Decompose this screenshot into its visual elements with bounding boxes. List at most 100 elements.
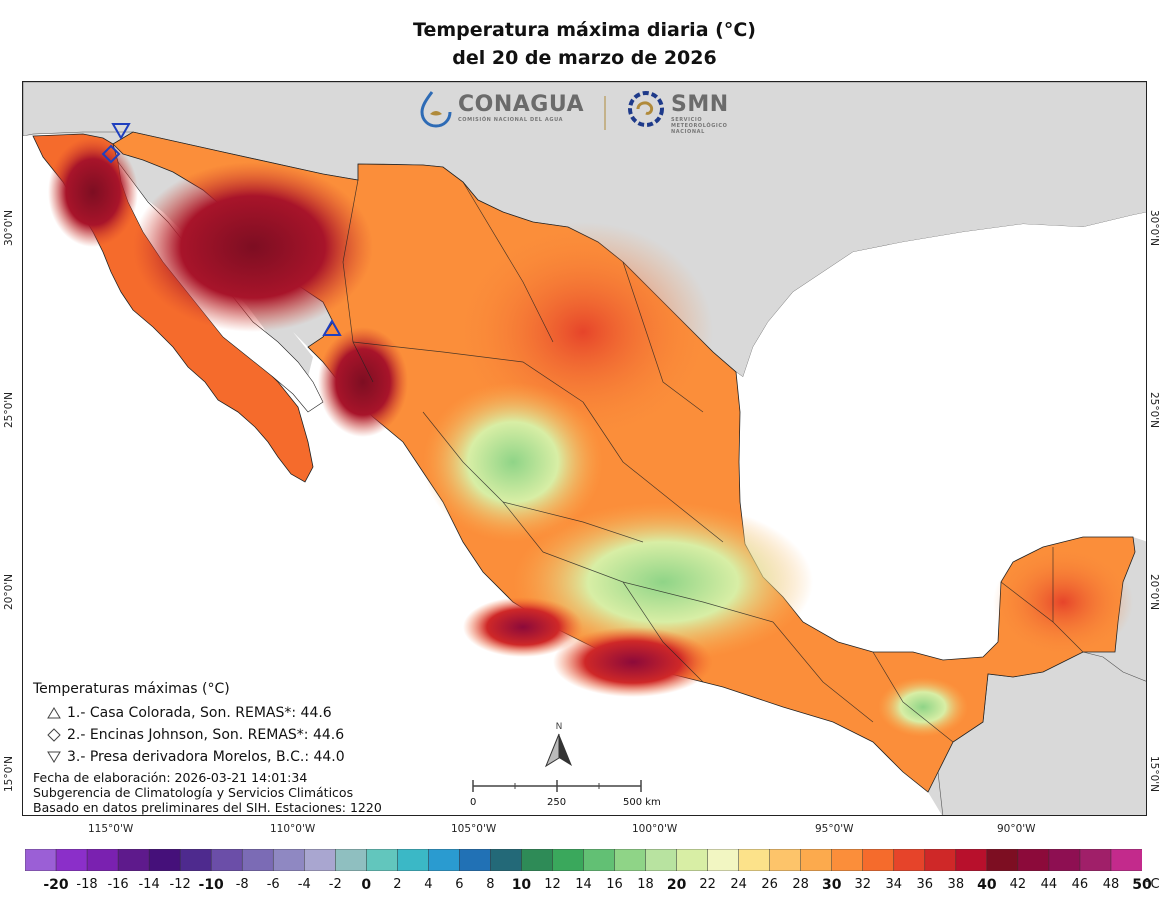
temperature-colorbar [25, 849, 1142, 871]
marker-1-triangle-up[interactable] [322, 318, 342, 336]
colorbar-label: 8 [486, 877, 495, 892]
lon-label-100: 100°0'W [632, 823, 678, 835]
diamond-icon [47, 728, 61, 742]
colorbar-swatch-21 [676, 849, 709, 871]
colorbar-label: -20 [43, 877, 69, 893]
colorbar-label: -14 [138, 877, 160, 892]
marker-2-diamond[interactable] [101, 144, 121, 164]
legend-item-3: 3.- Presa derivadora Morelos, B.C.: 44.0 [33, 746, 345, 768]
state-borders [342, 179, 1084, 743]
colorbar-label: -16 [107, 877, 129, 892]
triangle-down-icon [47, 751, 61, 763]
lat-left-15: 15°0'N [3, 755, 16, 793]
lat-right-25: 25°0'N [1148, 391, 1161, 429]
colorbar-swatch-1 [55, 849, 88, 871]
station-markers[interactable] [101, 123, 342, 336]
smn-subtitle-2: METEOROLÓGICO [671, 123, 728, 129]
marker-3-triangle-down[interactable] [111, 123, 131, 141]
colorbar-swatch-25 [800, 849, 833, 871]
lon-label-95: 95°0'W [815, 823, 854, 835]
legend-title: Temperaturas máximas (°C) [33, 681, 230, 697]
colorbar-label: -12 [169, 877, 191, 892]
colorbar-unit: °C [1144, 877, 1160, 892]
colorbar-label: 34 [885, 877, 903, 892]
colorbar-swatch-10 [335, 849, 368, 871]
colorbar-label: 10 [511, 877, 532, 893]
colorbar-swatch-16 [521, 849, 554, 871]
colorbar-label: 0 [361, 877, 372, 893]
colorbar-swatch-18 [583, 849, 616, 871]
lon-label-115: 115°0'W [88, 823, 134, 835]
legend-item-2-label: 2.- Encinas Johnson, Son. REMAS*: 44.6 [67, 727, 345, 743]
colorbar-label: 26 [761, 877, 778, 892]
lon-label-105: 105°0'W [451, 823, 497, 835]
hot-zone-baja-north [48, 137, 138, 247]
lon-label-110: 110°0'W [270, 823, 316, 835]
legend-item-1: 1.- Casa Colorada, Son. REMAS*: 44.6 [33, 702, 345, 724]
colorbar-label: -4 [297, 877, 311, 892]
colorbar-label: 22 [699, 877, 716, 892]
north-arrow: N [541, 722, 577, 772]
colorbar-swatch-13 [428, 849, 461, 871]
temperature-map[interactable] [23, 82, 1147, 816]
station-legend: Temperaturas máximas (°C) 1.- Casa Color… [33, 678, 345, 768]
colorbar-swatch-8 [272, 849, 306, 871]
colorbar-swatch-19 [614, 849, 647, 871]
colorbar-swatch-11 [366, 849, 399, 871]
legend-item-3-label: 3.- Presa derivadora Morelos, B.C.: 44.0 [67, 749, 345, 765]
lon-label-90: 90°0'W [997, 823, 1036, 835]
legend-item-2: 2.- Encinas Johnson, Son. REMAS*: 44.6 [33, 724, 345, 746]
hot-zone-sonora [133, 162, 373, 332]
conagua-logo-icon [420, 91, 452, 128]
colorbar-swatch-12 [397, 849, 430, 871]
colorbar-swatch-22 [707, 849, 740, 871]
colorbar-swatch-0 [25, 849, 57, 871]
colorbar-label: 24 [730, 877, 747, 892]
colorbar-swatch-2 [86, 849, 119, 871]
scale-label-0: 0 [470, 797, 477, 808]
cool-zone-plateau [423, 382, 603, 542]
scale-bar-graphic [472, 780, 642, 792]
colorbar-label: 18 [637, 877, 654, 892]
triangle-up-icon [47, 707, 61, 719]
colorbar-swatch-5 [179, 849, 212, 871]
smn-subtitle-3: NACIONAL [671, 129, 705, 135]
colorbar-swatch-33 [1048, 849, 1081, 871]
map-panel[interactable]: CONAGUA COMISIÓN NACIONAL DEL AGUA SMN S… [22, 81, 1147, 816]
colorbar-swatch-7 [241, 849, 274, 871]
colorbar-swatch-28 [893, 849, 926, 871]
conagua-subtitle: COMISIÓN NACIONAL DEL AGUA [458, 117, 564, 123]
colorbar-swatch-30 [955, 849, 988, 871]
colorbar-swatch-29 [924, 849, 957, 871]
conagua-logo [420, 91, 452, 128]
gulf-of-mexico [736, 212, 1146, 660]
credits-office: Subgerencia de Climatología y Servicios … [33, 785, 354, 800]
colorbar-swatch-24 [769, 849, 802, 871]
credits: Fecha de elaboración: 2026-03-21 14:01:3… [33, 770, 382, 815]
colorbar-label: 20 [666, 877, 687, 893]
scale-bar: 0 250 500 km [463, 778, 661, 811]
colorbar-swatch-23 [738, 849, 771, 871]
colorbar-label: -18 [76, 877, 98, 892]
colorbar-swatch-27 [862, 849, 895, 871]
colorbar-label: 40 [977, 877, 997, 893]
colorbar-swatch-9 [304, 849, 337, 871]
colorbar-label: 50 [1132, 877, 1152, 893]
colorbar-label: 6 [455, 877, 464, 892]
smn-name: SMN [671, 92, 729, 117]
colorbar-swatch-17 [552, 849, 585, 871]
colorbar-swatch-15 [490, 849, 523, 871]
colorbar-label: -8 [235, 877, 249, 892]
lat-right-30: 30°0'N [1148, 209, 1161, 247]
hot-zone-sinaloa [318, 327, 408, 437]
colorbar-label: -6 [266, 877, 280, 892]
map-title: Temperatura máxima diaria (°C) [413, 19, 756, 41]
colorbar-swatch-31 [986, 849, 1019, 871]
colorbar-swatch-32 [1017, 849, 1050, 871]
lat-right-20: 20°0'N [1148, 573, 1161, 611]
scale-label-500: 500 km [623, 797, 661, 808]
legend-item-1-label: 1.- Casa Colorada, Son. REMAS*: 44.6 [67, 705, 332, 721]
smn-wordmark: SMN SERVICIO METEOROLÓGICO NACIONAL [671, 92, 729, 135]
map-subtitle: del 20 de marzo de 2026 [452, 47, 717, 69]
colorbar-label: 42 [1009, 877, 1027, 892]
